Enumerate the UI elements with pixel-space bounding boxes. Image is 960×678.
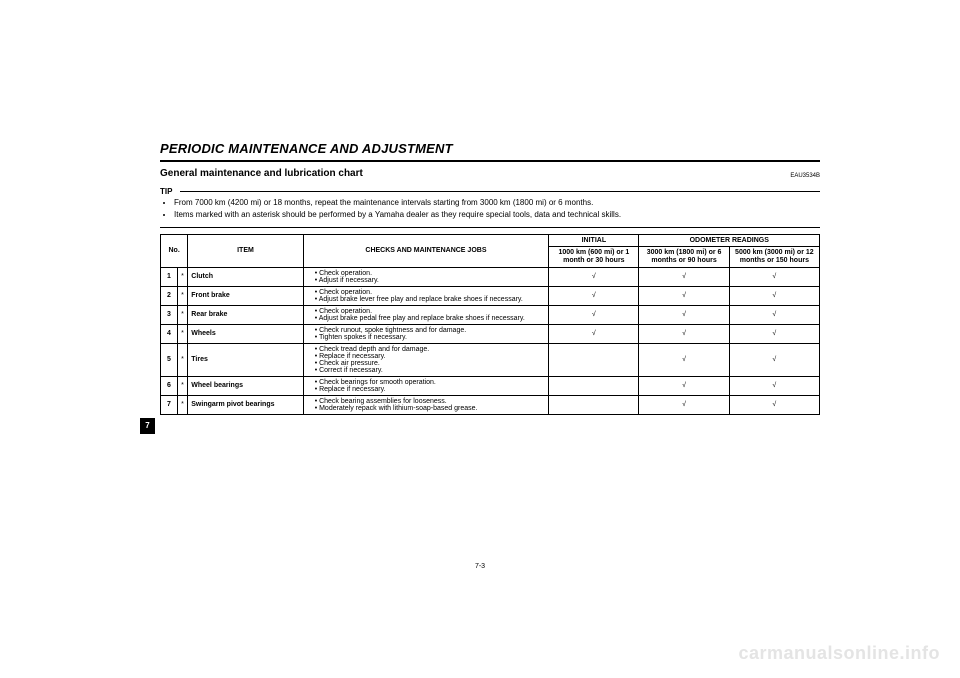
table-head: No. ITEM CHECKS AND MAINTENANCE JOBS INI… bbox=[161, 234, 820, 267]
cell-check: √ bbox=[549, 267, 639, 286]
cell-asterisk: * bbox=[177, 324, 187, 343]
doc-code: EAU3534B bbox=[790, 173, 820, 179]
cell-item: Clutch bbox=[188, 267, 303, 286]
tip-block: TIP From 7000 km (4200 mi) or 18 months,… bbox=[160, 187, 820, 228]
th-odo: ODOMETER READINGS bbox=[639, 234, 820, 246]
cell-item: Swingarm pivot bearings bbox=[188, 395, 303, 414]
cell-no: 5 bbox=[161, 343, 178, 376]
job-line: Tighten spokes if necessary. bbox=[315, 334, 546, 341]
cell-no: 4 bbox=[161, 324, 178, 343]
cell-asterisk: * bbox=[177, 343, 187, 376]
cell-check: √ bbox=[549, 305, 639, 324]
heading-row: PERIODIC MAINTENANCE AND ADJUSTMENT bbox=[160, 140, 820, 162]
cell-no: 2 bbox=[161, 286, 178, 305]
th-no: No. bbox=[161, 234, 188, 267]
table-row: 7*Swingarm pivot bearingsCheck bearing a… bbox=[161, 395, 820, 414]
job-line: Replace if necessary. bbox=[315, 386, 546, 393]
th-item: ITEM bbox=[188, 234, 303, 267]
page-heading: PERIODIC MAINTENANCE AND ADJUSTMENT bbox=[160, 141, 453, 156]
maintenance-table: No. ITEM CHECKS AND MAINTENANCE JOBS INI… bbox=[160, 234, 820, 415]
cell-jobs: Check operation.Adjust brake pedal free … bbox=[303, 305, 549, 324]
chapter-tab: 7 bbox=[140, 418, 155, 434]
job-line: Check tread depth and for damage. bbox=[315, 346, 546, 353]
tip-item: Items marked with an asterisk should be … bbox=[174, 210, 820, 221]
job-line: Check bearings for smooth operation. bbox=[315, 379, 546, 386]
cell-check: √ bbox=[639, 376, 729, 395]
tip-underline bbox=[180, 191, 820, 192]
cell-no: 7 bbox=[161, 395, 178, 414]
cell-check: √ bbox=[639, 305, 729, 324]
cell-jobs: Check bearings for smooth operation.Repl… bbox=[303, 376, 549, 395]
job-line: Check runout, spoke tightness and for da… bbox=[315, 327, 546, 334]
table-row: 6*Wheel bearingsCheck bearings for smoot… bbox=[161, 376, 820, 395]
job-line: Moderately repack with lithium-soap-base… bbox=[315, 405, 546, 412]
cell-asterisk: * bbox=[177, 376, 187, 395]
cell-check: √ bbox=[729, 395, 819, 414]
cell-jobs: Check tread depth and for damage.Replace… bbox=[303, 343, 549, 376]
job-line: Check operation. bbox=[315, 308, 546, 315]
job-line: Adjust brake lever free play and replace… bbox=[315, 296, 546, 303]
cell-check: √ bbox=[639, 286, 729, 305]
page-content: PERIODIC MAINTENANCE AND ADJUSTMENT Gene… bbox=[160, 140, 820, 415]
cell-asterisk: * bbox=[177, 305, 187, 324]
th-jobs: CHECKS AND MAINTENANCE JOBS bbox=[303, 234, 549, 267]
job-line: Check operation. bbox=[315, 289, 546, 296]
table-row: 5*TiresCheck tread depth and for damage.… bbox=[161, 343, 820, 376]
cell-check: √ bbox=[639, 343, 729, 376]
th-interval-1: 1000 km (600 mi) or 1 month or 30 hours bbox=[549, 246, 639, 267]
cell-check: √ bbox=[639, 267, 729, 286]
cell-item: Wheel bearings bbox=[188, 376, 303, 395]
cell-item: Front brake bbox=[188, 286, 303, 305]
th-initial: INITIAL bbox=[549, 234, 639, 246]
job-line: Check bearing assemblies for looseness. bbox=[315, 398, 546, 405]
cell-check: √ bbox=[639, 324, 729, 343]
job-line: Correct if necessary. bbox=[315, 367, 546, 374]
th-interval-2: 3000 km (1800 mi) or 6 months or 90 hour… bbox=[639, 246, 729, 267]
watermark: carmanualsonline.info bbox=[738, 643, 940, 664]
cell-check bbox=[549, 395, 639, 414]
job-line: Replace if necessary. bbox=[315, 353, 546, 360]
cell-item: Tires bbox=[188, 343, 303, 376]
table-row: 4*Wheels Check runout, spoke tightness an… bbox=[161, 324, 820, 343]
cell-check: √ bbox=[729, 324, 819, 343]
cell-no: 3 bbox=[161, 305, 178, 324]
cell-check: √ bbox=[729, 267, 819, 286]
section-title: General maintenance and lubrication char… bbox=[160, 168, 363, 179]
cell-asterisk: * bbox=[177, 286, 187, 305]
tip-end-line bbox=[160, 227, 820, 228]
page-number: 7-3 bbox=[475, 563, 485, 570]
cell-check bbox=[549, 343, 639, 376]
cell-jobs: Check bearing assemblies for looseness.M… bbox=[303, 395, 549, 414]
tip-item: From 7000 km (4200 mi) or 18 months, rep… bbox=[174, 198, 820, 209]
table-row: 2*Front brakeCheck operation.Adjust brak… bbox=[161, 286, 820, 305]
cell-item: Rear brake bbox=[188, 305, 303, 324]
table-row: 1*ClutchCheck operation.Adjust if necess… bbox=[161, 267, 820, 286]
table-body: 1*ClutchCheck operation.Adjust if necess… bbox=[161, 267, 820, 414]
job-line: Check operation. bbox=[315, 270, 546, 277]
cell-check: √ bbox=[549, 286, 639, 305]
cell-no: 1 bbox=[161, 267, 178, 286]
cell-jobs: Check operation.Adjust brake lever free … bbox=[303, 286, 549, 305]
cell-asterisk: * bbox=[177, 395, 187, 414]
cell-item: Wheels bbox=[188, 324, 303, 343]
cell-jobs: Check operation.Adjust if necessary. bbox=[303, 267, 549, 286]
cell-check: √ bbox=[549, 324, 639, 343]
cell-check: √ bbox=[729, 376, 819, 395]
cell-check: √ bbox=[729, 343, 819, 376]
job-line: Adjust brake pedal free play and replace… bbox=[315, 315, 546, 322]
table-row: 3*Rear brakeCheck operation.Adjust brake… bbox=[161, 305, 820, 324]
tip-list: From 7000 km (4200 mi) or 18 months, rep… bbox=[160, 198, 820, 221]
job-line: Check air pressure. bbox=[315, 360, 546, 367]
cell-asterisk: * bbox=[177, 267, 187, 286]
subheading-row: General maintenance and lubrication char… bbox=[160, 168, 820, 179]
th-interval-3: 5000 km (3000 mi) or 12 months or 150 ho… bbox=[729, 246, 819, 267]
cell-check: √ bbox=[639, 395, 729, 414]
cell-check: √ bbox=[729, 286, 819, 305]
cell-no: 6 bbox=[161, 376, 178, 395]
cell-jobs: Check runout, spoke tightness and for da… bbox=[303, 324, 549, 343]
cell-check: √ bbox=[729, 305, 819, 324]
job-line: Adjust if necessary. bbox=[315, 277, 546, 284]
cell-check bbox=[549, 376, 639, 395]
